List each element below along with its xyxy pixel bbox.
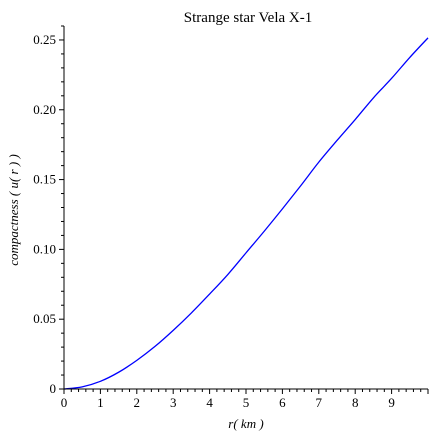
x-axis-label: r( km ) [228,416,263,431]
y-tick-label: 0.25 [33,32,56,47]
x-tick-label: 3 [170,395,177,410]
x-tick-label: 8 [352,395,359,410]
x-tick-label: 6 [279,395,286,410]
y-tick-label: 0.05 [33,311,56,326]
y-tick-label: 0.20 [33,102,56,117]
x-tick-label: 0 [61,395,68,410]
y-tick-label: 0.10 [33,241,56,256]
y-tick-label: 0 [50,381,57,396]
y-axis: 0 0.05 0.10 0.15 0.20 0.25 [33,25,65,396]
x-tick-label: 4 [206,395,213,410]
y-tick-label: 0.15 [33,172,56,187]
x-tick-label: 9 [388,395,395,410]
y-axis-label: compactness ( u( r ) ) [6,154,21,266]
x-tick-label: 5 [243,395,250,410]
series-line [63,37,429,390]
plot-area [63,37,429,390]
x-tick-label: 7 [316,395,323,410]
x-tick-label: 2 [134,395,141,410]
x-tick-label: 1 [97,395,104,410]
chart-title: Strange star Vela X-1 [184,10,312,26]
x-axis: 0 1 2 3 4 5 6 7 8 9 [61,388,429,410]
